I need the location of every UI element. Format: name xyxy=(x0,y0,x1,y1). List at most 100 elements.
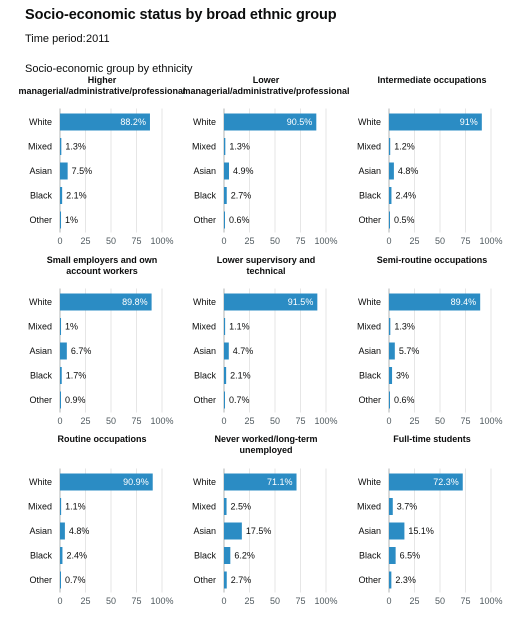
x-tick-label-3-1: 25 xyxy=(409,236,419,246)
bar-5-mixed xyxy=(224,318,226,335)
category-label-3-white: White xyxy=(358,117,381,127)
category-label-6-black: Black xyxy=(359,371,382,381)
x-tick-label-6-0: 0 xyxy=(386,416,391,426)
category-label-2-white: White xyxy=(193,117,216,127)
bar-2-asian xyxy=(224,162,229,180)
x-tick-label-1-0: 0 xyxy=(57,236,62,246)
category-label-9-asian: Asian xyxy=(358,526,381,536)
value-label-1-white: 88.2% xyxy=(120,117,146,127)
category-label-1-other: Other xyxy=(29,215,52,225)
x-tick-label-5-4: 100% xyxy=(314,416,337,426)
time-period-label: Time period: xyxy=(25,33,86,45)
value-label-9-asian: 15.1% xyxy=(408,526,434,536)
x-tick-label-7-4: 100% xyxy=(150,596,173,606)
category-label-1-asian: Asian xyxy=(29,166,52,176)
category-label-5-other: Other xyxy=(193,395,216,405)
bar-4-mixed xyxy=(60,318,62,335)
x-tick-label-7-1: 25 xyxy=(80,596,90,606)
bar-3-other xyxy=(389,211,390,229)
value-label-7-other: 0.7% xyxy=(65,575,86,585)
x-tick-label-3-0: 0 xyxy=(386,236,391,246)
panel-title-9: Full-time students xyxy=(393,434,471,444)
bar-6-mixed xyxy=(389,318,391,335)
bar-1-white xyxy=(60,113,150,131)
value-label-6-white: 89.4% xyxy=(451,297,477,307)
category-label-8-black: Black xyxy=(194,551,217,561)
x-tick-label-1-1: 25 xyxy=(80,236,90,246)
category-label-5-mixed: Mixed xyxy=(192,322,216,332)
x-tick-label-9-2: 50 xyxy=(435,596,445,606)
x-tick-label-3-2: 50 xyxy=(435,236,445,246)
bar-5-black xyxy=(224,367,227,384)
category-label-1-black: Black xyxy=(30,191,53,201)
bar-9-asian xyxy=(389,522,405,540)
page-title: Socio-economic status by broad ethnic gr… xyxy=(25,7,337,23)
bar-5-other xyxy=(224,391,225,409)
panel-title-5: Lower supervisory and technical xyxy=(217,255,316,276)
x-tick-label-7-0: 0 xyxy=(57,596,62,606)
x-tick-label-4-0: 0 xyxy=(57,416,62,426)
category-label-9-black: Black xyxy=(359,551,382,561)
x-tick-label-4-4: 100% xyxy=(150,416,173,426)
value-label-8-mixed: 2.5% xyxy=(231,502,252,512)
value-label-2-white: 90.5% xyxy=(287,117,313,127)
category-label-9-mixed: Mixed xyxy=(357,502,381,512)
bar-1-mixed xyxy=(60,138,62,155)
value-label-1-asian: 7.5% xyxy=(72,166,93,176)
x-tick-label-6-2: 50 xyxy=(435,416,445,426)
bar-2-mixed xyxy=(224,138,226,155)
x-tick-label-5-0: 0 xyxy=(221,416,226,426)
section-title: Socio-economic group by ethnicity xyxy=(25,63,193,75)
x-tick-label-8-4: 100% xyxy=(314,596,337,606)
x-tick-label-8-3: 75 xyxy=(295,596,305,606)
value-label-2-mixed: 1.3% xyxy=(229,142,250,152)
bar-7-white xyxy=(60,473,153,491)
category-label-7-asian: Asian xyxy=(29,526,52,536)
value-label-4-other: 0.9% xyxy=(65,395,86,405)
x-tick-label-1-2: 50 xyxy=(106,236,116,246)
value-label-3-asian: 4.8% xyxy=(398,166,419,176)
panel-title-8: Never worked/long-term unemployed xyxy=(214,434,317,455)
bar-6-asian xyxy=(389,342,395,360)
value-label-3-other: 0.5% xyxy=(394,215,415,225)
category-label-6-white: White xyxy=(358,297,381,307)
x-tick-label-8-0: 0 xyxy=(221,596,226,606)
value-label-8-other: 2.7% xyxy=(231,575,252,585)
value-label-6-black: 3% xyxy=(396,371,409,381)
bar-9-other xyxy=(389,571,392,589)
x-tick-label-5-2: 50 xyxy=(270,416,280,426)
x-tick-label-9-0: 0 xyxy=(386,596,391,606)
x-tick-label-4-3: 75 xyxy=(131,416,141,426)
value-label-6-asian: 5.7% xyxy=(399,346,420,356)
bar-5-white xyxy=(224,293,318,311)
category-label-8-white: White xyxy=(193,477,216,487)
category-label-7-white: White xyxy=(29,477,52,487)
bar-2-white xyxy=(224,113,317,131)
category-label-4-asian: Asian xyxy=(29,346,52,356)
bar-4-other xyxy=(60,391,61,409)
category-label-6-mixed: Mixed xyxy=(357,322,381,332)
x-tick-label-7-2: 50 xyxy=(106,596,116,606)
category-label-5-asian: Asian xyxy=(193,346,216,356)
bar-6-other xyxy=(389,391,390,409)
category-label-8-mixed: Mixed xyxy=(192,502,216,512)
bar-8-black xyxy=(224,547,231,564)
category-label-8-other: Other xyxy=(193,575,216,585)
bar-7-other xyxy=(60,571,61,589)
category-label-9-other: Other xyxy=(358,575,381,585)
category-label-8-asian: Asian xyxy=(193,526,216,536)
bar-4-asian xyxy=(60,342,67,360)
bar-8-other xyxy=(224,571,227,589)
x-tick-label-6-4: 100% xyxy=(479,416,502,426)
x-tick-label-5-3: 75 xyxy=(295,416,305,426)
panel-title-6: Semi-routine occupations xyxy=(377,255,488,265)
category-label-7-mixed: Mixed xyxy=(28,502,52,512)
x-tick-label-7-3: 75 xyxy=(131,596,141,606)
value-label-9-other: 2.3% xyxy=(395,575,416,585)
x-tick-label-2-0: 0 xyxy=(221,236,226,246)
bar-1-black xyxy=(60,187,63,204)
value-label-8-black: 6.2% xyxy=(234,551,255,561)
bar-8-asian xyxy=(224,522,242,540)
value-label-8-white: 71.1% xyxy=(267,477,293,487)
category-label-4-other: Other xyxy=(29,395,52,405)
